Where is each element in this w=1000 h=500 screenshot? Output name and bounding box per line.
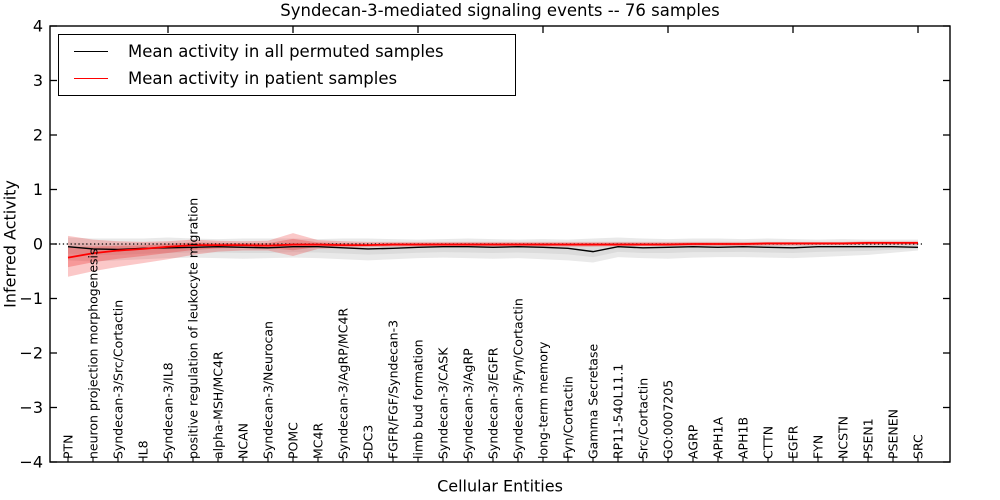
x-tick-label: Src/Cortactin (636, 378, 651, 459)
x-axis-label: Cellular Entities (437, 476, 563, 496)
x-tick-label: APH1B (736, 417, 751, 459)
x-tick-label: Syndecan-3/IL8 (161, 362, 176, 459)
x-tick-label: CTTN (761, 426, 776, 459)
y-tick-label: −2 (19, 344, 43, 363)
x-tick-label: PTN (61, 434, 76, 459)
patient-mean-line (67, 242, 918, 259)
legend-item-permuted: Mean activity in all permuted samples (74, 42, 515, 61)
x-tick-label: EGFR (786, 425, 801, 459)
x-tick-label: PSEN1 (861, 418, 876, 459)
x-tick-label: neuron projection morphogenesis (86, 248, 101, 459)
x-tick-label: IL8 (136, 440, 151, 459)
x-tick-label: NCSTN (836, 416, 851, 459)
x-tick-label: Syndecan-3/Src/Cortactin (111, 300, 126, 459)
x-tick-label: Syndecan-3/Neurocan (261, 321, 276, 459)
x-tick-label: alpha-MSH/MC4R (211, 351, 226, 459)
chart-title: Syndecan-3-mediated signaling events -- … (280, 1, 720, 20)
x-tick-label: PSENEN (886, 409, 901, 459)
x-tick-label: Syndecan-3/Fyn/Cortactin (511, 298, 526, 459)
x-tick-label: Syndecan-3/AgRP (461, 348, 476, 459)
x-tick-label: POMC (286, 422, 301, 459)
y-axis-label: Inferred Activity (0, 180, 20, 308)
x-tick-label: positive regulation of leukocyte migrati… (186, 198, 201, 459)
y-tick-label: −4 (19, 453, 43, 472)
x-tick-label: limb bud formation (411, 339, 426, 459)
legend-label-patient: Mean activity in patient samples (128, 68, 398, 88)
y-tick-label: 0 (33, 235, 43, 254)
x-tick-label: APH1A (711, 417, 726, 459)
x-tick-label: NCAN (236, 423, 251, 459)
x-tick-label: FGFR/FGF/Syndecan-3 (386, 320, 401, 459)
permuted-mean-line (67, 246, 919, 253)
x-tick-label: MC4R (311, 423, 326, 459)
y-tick-label: 3 (33, 71, 43, 90)
y-tick-label: 4 (33, 17, 43, 36)
legend-line-permuted-icon (74, 51, 108, 53)
legend-item-patient: Mean activity in patient samples (74, 69, 515, 88)
y-tick-label: −1 (19, 289, 43, 308)
x-tick-label: Fyn/Cortactin (561, 376, 576, 459)
x-tick-label: AGRP (686, 424, 701, 459)
x-tick-label: GO:0007205 (661, 380, 676, 459)
x-tick-label: Syndecan-3/CASK (436, 347, 451, 459)
x-tick-label: FYN (811, 435, 826, 459)
x-tick-label: RP11-540L11.1 (611, 364, 626, 459)
x-tick-label: long-term memory (536, 341, 551, 459)
x-tick-label: Syndecan-3/EGFR (486, 347, 501, 459)
legend-line-patient-icon (74, 77, 108, 79)
legend: Mean activity in all permuted samples Me… (58, 34, 516, 96)
x-tick-label: SRC (911, 434, 926, 459)
x-tick-label: Syndecan-3/AgRP/MC4R (336, 308, 351, 459)
x-tick-label: SDC3 (361, 425, 376, 459)
y-tick-label: −3 (19, 398, 43, 417)
y-tick-label: 1 (33, 180, 43, 199)
legend-label-permuted: Mean activity in all permuted samples (128, 42, 444, 62)
x-tick-label: Gamma Secretase (586, 344, 601, 459)
y-tick-label: 2 (33, 126, 43, 145)
